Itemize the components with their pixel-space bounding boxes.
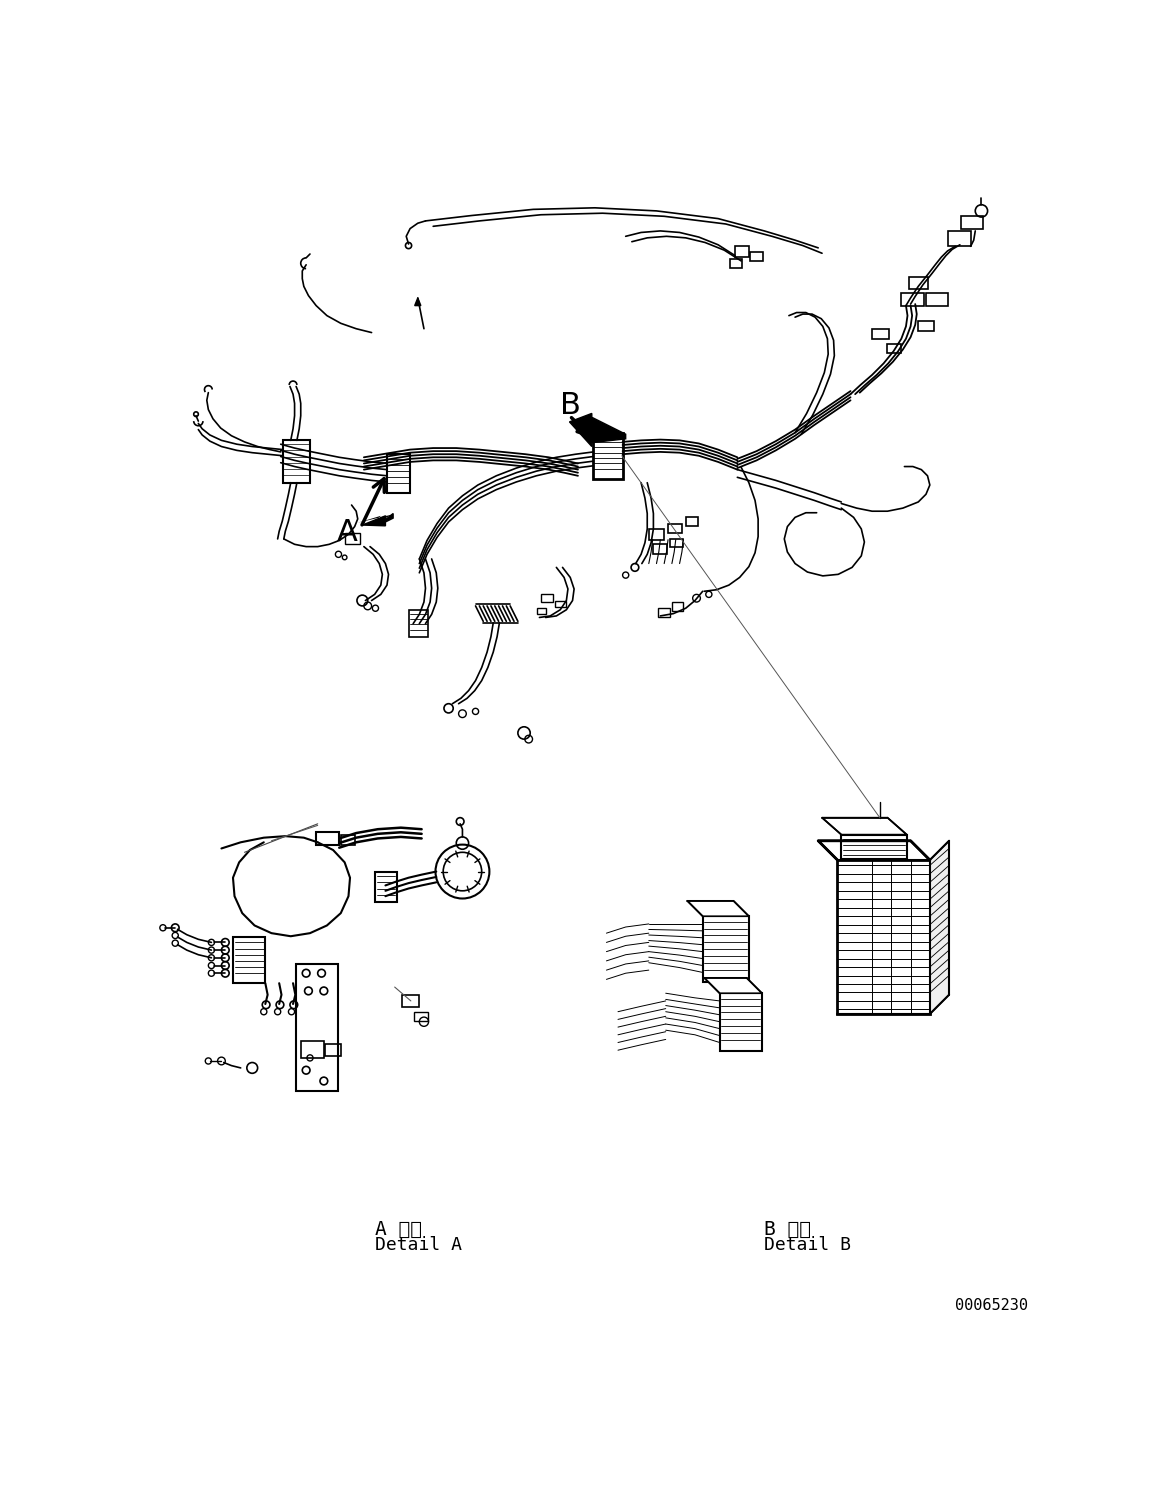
Bar	[887, 344, 901, 353]
Text: Detail A: Detail A	[376, 1237, 463, 1254]
Polygon shape	[358, 515, 393, 522]
Polygon shape	[579, 418, 623, 434]
Polygon shape	[570, 414, 626, 446]
Polygon shape	[705, 978, 762, 992]
Text: B 詳細: B 詳細	[764, 1220, 812, 1240]
Bar	[837, 860, 930, 1013]
Polygon shape	[687, 900, 749, 917]
Polygon shape	[819, 841, 930, 860]
Bar	[541, 594, 554, 603]
Text: Detail B: Detail B	[764, 1237, 851, 1254]
Polygon shape	[363, 513, 393, 525]
Bar	[658, 609, 670, 618]
Bar	[750, 251, 763, 260]
Bar	[919, 321, 934, 330]
Polygon shape	[930, 841, 949, 1013]
Bar	[872, 329, 889, 339]
Bar	[414, 1012, 428, 1021]
Bar	[686, 518, 698, 525]
Bar	[555, 601, 565, 607]
Bar	[672, 603, 683, 610]
Text: A: A	[336, 518, 357, 548]
Bar	[841, 835, 907, 859]
Polygon shape	[822, 818, 907, 835]
Bar	[668, 524, 682, 533]
Bar	[341, 835, 355, 845]
Bar	[408, 610, 428, 637]
Bar	[735, 247, 749, 257]
Bar	[926, 293, 948, 307]
Bar	[962, 216, 983, 229]
Text: A 詳細: A 詳細	[376, 1220, 422, 1240]
Bar	[376, 872, 397, 902]
Bar	[537, 609, 547, 615]
Bar	[649, 528, 664, 540]
Bar	[233, 937, 265, 984]
Bar	[316, 832, 340, 845]
Bar	[909, 277, 928, 290]
Bar	[720, 992, 762, 1051]
Bar	[344, 533, 361, 545]
Bar	[670, 539, 683, 548]
Bar	[730, 259, 742, 268]
Text: 00065230: 00065230	[955, 1298, 1028, 1312]
Bar	[283, 440, 311, 482]
Bar	[654, 545, 668, 554]
Polygon shape	[415, 298, 421, 305]
Bar	[326, 1045, 341, 1056]
Bar	[593, 433, 622, 479]
Bar	[901, 293, 925, 307]
Bar	[948, 231, 971, 247]
Bar	[297, 964, 338, 1091]
Bar	[702, 917, 749, 982]
Text: B: B	[559, 391, 580, 420]
Bar	[402, 995, 420, 1007]
Bar	[387, 454, 411, 493]
Bar	[301, 1042, 323, 1058]
